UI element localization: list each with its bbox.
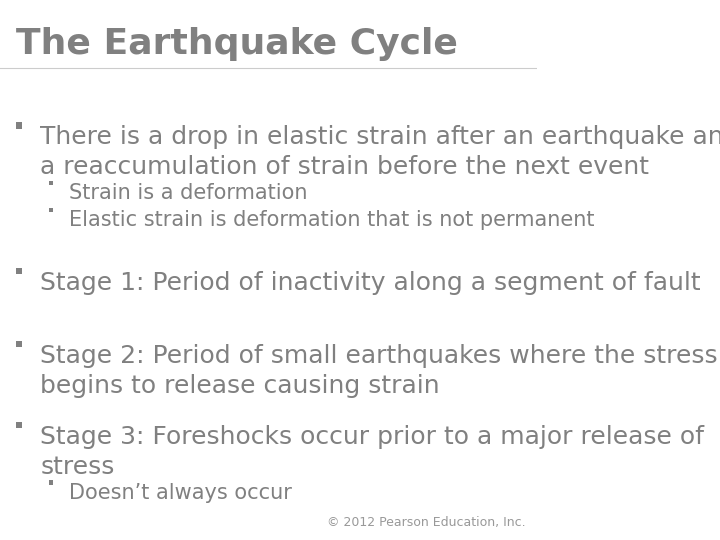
FancyBboxPatch shape — [16, 122, 22, 129]
Text: The Earthquake Cycle: The Earthquake Cycle — [16, 27, 458, 61]
Text: Strain is a deformation: Strain is a deformation — [68, 183, 307, 203]
Text: Stage 1: Period of inactivity along a segment of fault: Stage 1: Period of inactivity along a se… — [40, 271, 701, 295]
Text: There is a drop in elastic strain after an earthquake and
a reaccumulation of st: There is a drop in elastic strain after … — [40, 125, 720, 179]
FancyBboxPatch shape — [48, 180, 53, 185]
Text: Doesn’t always occur: Doesn’t always occur — [68, 483, 292, 503]
FancyBboxPatch shape — [16, 268, 22, 274]
Text: Stage 2: Period of small earthquakes where the stress
begins to release causing : Stage 2: Period of small earthquakes whe… — [40, 344, 718, 397]
FancyBboxPatch shape — [48, 481, 53, 485]
Text: © 2012 Pearson Education, Inc.: © 2012 Pearson Education, Inc. — [328, 516, 526, 529]
FancyBboxPatch shape — [16, 341, 22, 347]
Text: Stage 3: Foreshocks occur prior to a major release of
stress: Stage 3: Foreshocks occur prior to a maj… — [40, 425, 704, 478]
Text: Elastic strain is deformation that is not permanent: Elastic strain is deformation that is no… — [68, 210, 594, 230]
FancyBboxPatch shape — [16, 422, 22, 428]
FancyBboxPatch shape — [48, 207, 53, 212]
